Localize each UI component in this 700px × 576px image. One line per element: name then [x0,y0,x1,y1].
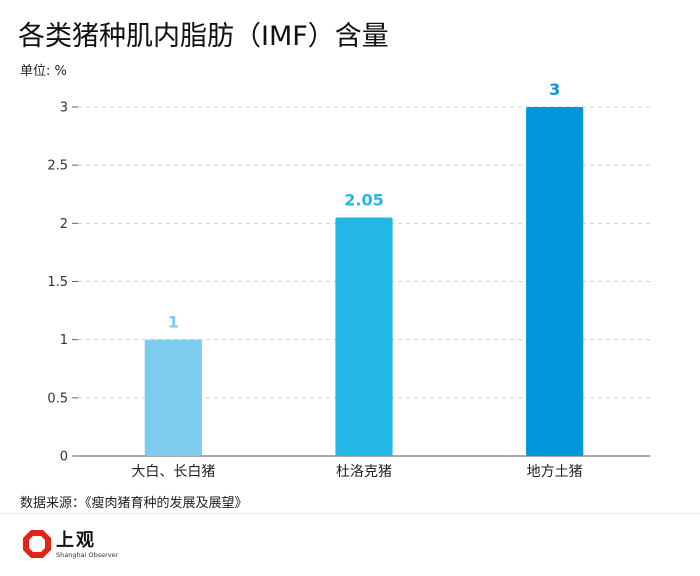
brand-name: 上观 [56,530,96,551]
source-note: 数据来源：《瘦肉猪育种的发展及展望》 [20,496,248,511]
brand-logo: 上观 Shanghai Observer [20,526,130,566]
chart-title: 各类猪种肌内脂肪（IMF）含量 [18,21,389,52]
y-tick-label: 3 [60,101,68,116]
bar-value-label: 2.05 [344,191,383,210]
bar [335,217,393,456]
bars [144,107,584,456]
bar-value-label: 1 [168,313,179,332]
labels: 0 0.5 1 1.5 2 2.5 3 1 大白、长白猪 2.05 杜洛克猪 3 地方土猪 [47,80,582,480]
y-tick-label: 1.5 [47,275,68,290]
y-tick-label: 0 [60,450,68,465]
shanghai-observer-logo-icon [23,530,51,558]
bar [144,339,202,456]
y-tick-label: 0.5 [47,391,68,406]
x-category-label: 地方土猪 [527,464,583,480]
y-tick-label: 2 [60,217,68,232]
brand-name-en: Shanghai Observer [56,551,119,559]
bar-value-label: 3 [549,80,560,99]
bar-chart: 0 0.5 1 1.5 2 2.5 3 1 大白、长白猪 2.05 杜洛克猪 3 地方土猪 [47,80,650,480]
x-category-label: 杜洛克猪 [336,464,392,480]
x-category-label: 大白、长白猪 [131,464,215,480]
y-tick-label: 1 [60,333,68,348]
y-tick-label: 2.5 [47,159,68,174]
footer-divider [0,513,700,514]
bar [526,107,584,456]
unit-label: 单位: % [20,64,67,79]
